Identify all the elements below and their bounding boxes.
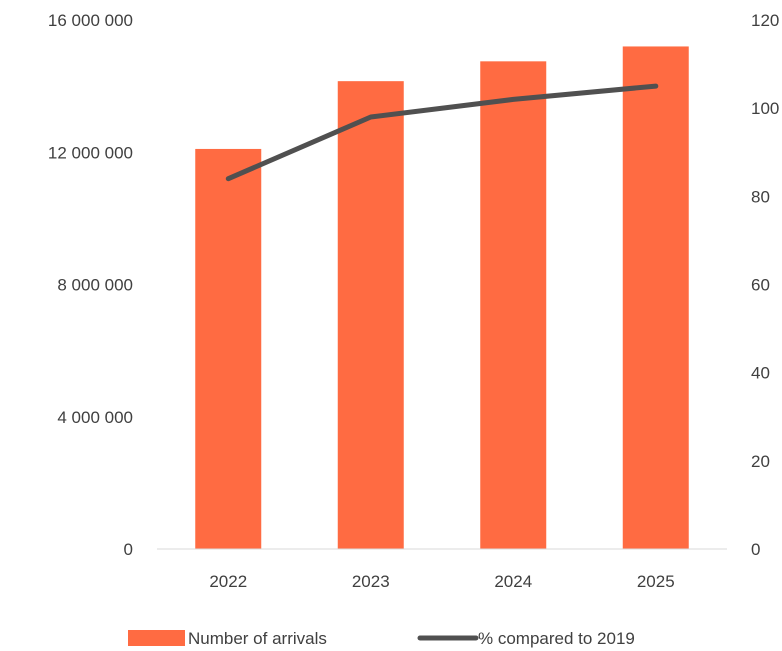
x-axis-tick-label: 2023 (352, 572, 390, 591)
percent-line (225, 83, 659, 182)
right-axis-tick-label: 0 (751, 540, 760, 559)
right-axis-tick-label: 100 (751, 99, 779, 118)
left-axis-tick-label: 0 (124, 540, 133, 559)
x-axis-tick-label: 2022 (209, 572, 247, 591)
right-axis-tick-labels: 0 20 40 60 80 100 120 (751, 11, 779, 559)
bar-2023 (337, 81, 404, 550)
right-axis-tick-label: 80 (751, 187, 770, 206)
legend: Number of arrivals % compared to 2019 (128, 629, 635, 648)
line-series-percent (225, 83, 659, 182)
left-axis-tick-label: 4 000 000 (57, 408, 133, 427)
x-axis-tick-label: 2025 (637, 572, 675, 591)
x-axis-tick-labels: 2022 2023 2024 2025 (209, 572, 674, 591)
bar-2025 (622, 46, 689, 549)
right-axis-tick-label: 60 (751, 276, 770, 295)
legend-swatch-arrivals (128, 630, 185, 646)
bar-series-arrivals (195, 46, 689, 550)
right-axis-tick-label: 40 (751, 364, 770, 383)
legend-label-arrivals: Number of arrivals (188, 629, 327, 648)
left-axis-tick-label: 16 000 000 (48, 11, 133, 30)
x-axis-tick-label: 2024 (494, 572, 532, 591)
bar-2022 (195, 148, 262, 549)
legend-label-percent: % compared to 2019 (478, 629, 635, 648)
left-axis-tick-labels: 0 4 000 000 8 000 000 12 000 000 16 000 000 (48, 11, 133, 559)
right-axis-tick-label: 20 (751, 452, 770, 471)
bar-2024 (480, 61, 547, 549)
left-axis-tick-label: 12 000 000 (48, 143, 133, 162)
right-axis-tick-label: 120 (751, 11, 779, 30)
left-axis-tick-label: 8 000 000 (57, 276, 133, 295)
